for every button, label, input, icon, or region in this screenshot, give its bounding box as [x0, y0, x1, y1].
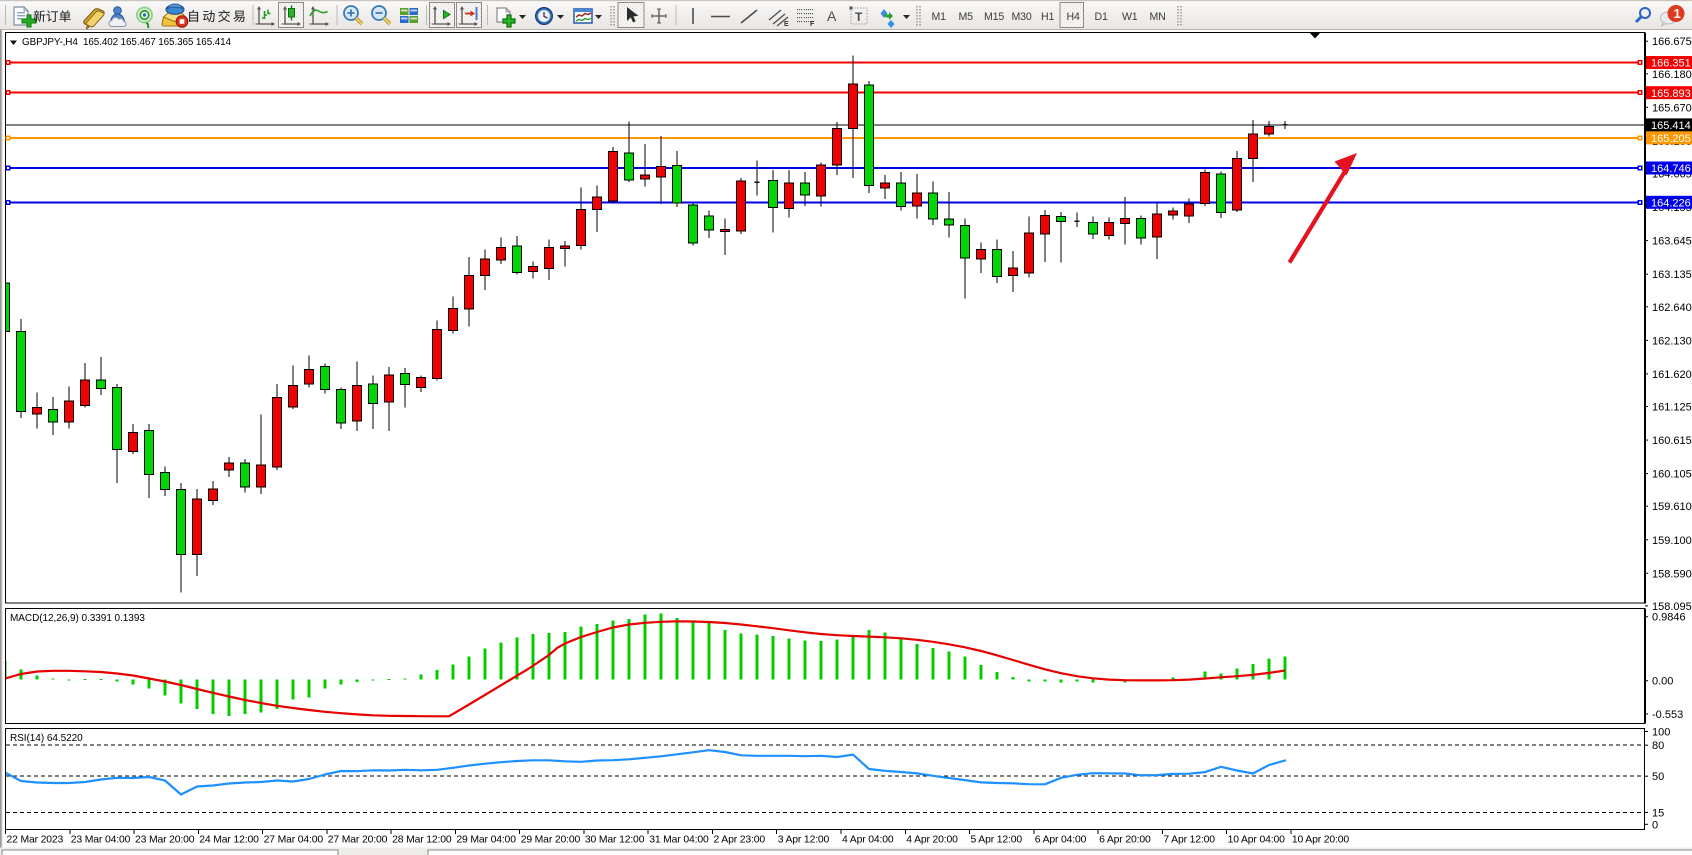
svg-text:MACD(12,26,9) 0.3391 0.1393: MACD(12,26,9) 0.3391 0.1393: [10, 613, 145, 624]
svg-text:F: F: [810, 21, 815, 28]
svg-text:30 Mar 12:00: 30 Mar 12:00: [585, 835, 645, 846]
svg-text:29 Mar 20:00: 29 Mar 20:00: [521, 835, 581, 846]
svg-text:166.675: 166.675: [1652, 36, 1692, 48]
svg-text:-0.553: -0.553: [1652, 709, 1683, 721]
svg-text:164.746: 164.746: [1651, 163, 1691, 175]
svg-text:W1: W1: [1122, 11, 1138, 23]
svg-text:159.610: 159.610: [1652, 501, 1692, 513]
svg-text:165.893: 165.893: [1651, 88, 1691, 100]
svg-text:4 Apr 04:00: 4 Apr 04:00: [842, 835, 894, 846]
svg-text:23 Mar 20:00: 23 Mar 20:00: [135, 835, 195, 846]
svg-text:31 Mar 04:00: 31 Mar 04:00: [649, 835, 709, 846]
svg-text:159.100: 159.100: [1652, 535, 1692, 547]
svg-text:0: 0: [1652, 819, 1658, 831]
svg-text:E: E: [784, 21, 789, 28]
svg-text:162.640: 162.640: [1652, 302, 1692, 314]
svg-text:M1: M1: [932, 11, 947, 23]
svg-text:162.130: 162.130: [1652, 335, 1692, 347]
svg-text:158.095: 158.095: [1652, 601, 1692, 613]
svg-text:M15: M15: [984, 11, 1004, 23]
svg-text:163.645: 163.645: [1652, 236, 1692, 248]
svg-text:RSI(14) 64.5220: RSI(14) 64.5220: [10, 733, 83, 744]
svg-text:100: 100: [1652, 727, 1670, 739]
svg-text:MN: MN: [1150, 11, 1166, 23]
svg-text:160.615: 160.615: [1652, 435, 1692, 447]
svg-text:15: 15: [1652, 807, 1664, 819]
svg-text:M5: M5: [959, 11, 974, 23]
svg-text:165.414: 165.414: [1651, 120, 1691, 132]
svg-text:5 Apr 12:00: 5 Apr 12:00: [971, 835, 1023, 846]
svg-text:161.125: 161.125: [1652, 402, 1692, 414]
svg-text:163.135: 163.135: [1652, 269, 1692, 281]
svg-text:50: 50: [1652, 771, 1664, 783]
svg-text:H1: H1: [1041, 11, 1054, 23]
svg-text:7 Apr 12:00: 7 Apr 12:00: [1163, 835, 1215, 846]
svg-text:165.205: 165.205: [1651, 133, 1691, 145]
svg-text:29 Mar 04:00: 29 Mar 04:00: [456, 835, 516, 846]
svg-text:D1: D1: [1095, 11, 1108, 23]
svg-text:3 Apr 12:00: 3 Apr 12:00: [778, 835, 830, 846]
svg-text:T: T: [855, 10, 863, 24]
svg-text:H4: H4: [1067, 11, 1080, 23]
svg-text:24 Mar 12:00: 24 Mar 12:00: [199, 835, 259, 846]
svg-text:GBPJPY-,H4 165.402 165.467 16: GBPJPY-,H4 165.402 165.467 165.365 165.4…: [22, 37, 232, 48]
svg-text:161.620: 161.620: [1652, 369, 1692, 381]
svg-text:22 Mar 2023: 22 Mar 2023: [7, 835, 64, 846]
svg-text:6 Apr 20:00: 6 Apr 20:00: [1099, 835, 1151, 846]
svg-text:166.351: 166.351: [1651, 58, 1691, 70]
svg-text:165.670: 165.670: [1652, 102, 1692, 114]
svg-text:28 Mar 12:00: 28 Mar 12:00: [392, 835, 452, 846]
svg-text:6 Apr 04:00: 6 Apr 04:00: [1035, 835, 1087, 846]
svg-text:10 Apr 20:00: 10 Apr 20:00: [1292, 835, 1350, 846]
svg-text:164.226: 164.226: [1651, 198, 1691, 210]
svg-text:23 Mar 04:00: 23 Mar 04:00: [71, 835, 131, 846]
svg-text:160.105: 160.105: [1652, 469, 1692, 481]
svg-text:0.00: 0.00: [1652, 676, 1673, 688]
svg-text:1: 1: [1674, 6, 1681, 21]
svg-text:4 Apr 20:00: 4 Apr 20:00: [906, 835, 958, 846]
svg-text:27 Mar 04:00: 27 Mar 04:00: [264, 835, 324, 846]
svg-text:2 Apr 23:00: 2 Apr 23:00: [714, 835, 766, 846]
svg-text:158.590: 158.590: [1652, 568, 1692, 580]
svg-text:M30: M30: [1012, 11, 1032, 23]
svg-text:0.9846: 0.9846: [1652, 612, 1686, 624]
svg-text:A: A: [827, 8, 837, 24]
svg-text:10 Apr 04:00: 10 Apr 04:00: [1228, 835, 1286, 846]
svg-text:166.180: 166.180: [1652, 69, 1692, 81]
svg-text:27 Mar 20:00: 27 Mar 20:00: [328, 835, 388, 846]
svg-text:80: 80: [1652, 740, 1664, 752]
